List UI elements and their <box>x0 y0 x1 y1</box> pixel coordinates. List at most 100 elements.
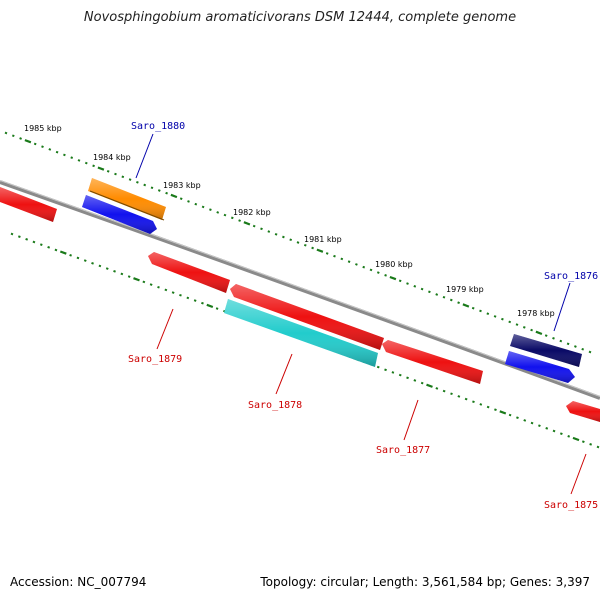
gene-arrow-navy[interactable] <box>510 334 582 367</box>
scale-tick-minor <box>384 368 387 372</box>
scale-tick-minor <box>25 237 29 241</box>
scale-tick-minor <box>552 429 556 433</box>
scale-tick-minor <box>589 443 593 446</box>
scale-tick-minor <box>106 169 110 173</box>
gene-arrow-red-2[interactable] <box>230 284 384 350</box>
scale-tick-minor <box>479 309 482 313</box>
scale-tick-minor <box>76 256 80 260</box>
scale-tick-major <box>426 383 433 388</box>
scale-tick-minor <box>501 317 504 321</box>
scale-tick-minor <box>559 432 563 436</box>
gene-arrow-blue-1[interactable] <box>82 195 157 234</box>
scale-tick-minor <box>516 416 519 420</box>
scale-tick-minor <box>91 261 94 265</box>
leader-saro-1875 <box>570 453 587 495</box>
scale-tick-minor <box>10 232 14 236</box>
scale-tick-minor <box>538 424 541 428</box>
gene-arrow-orange[interactable] <box>88 178 166 221</box>
scale-tick-minor <box>136 180 139 184</box>
scale-tick-minor <box>442 295 446 299</box>
scale-tick-minor <box>376 365 380 369</box>
scale-tick-minor <box>435 387 439 390</box>
scale-tick-minor <box>201 301 204 305</box>
scale-tick-minor <box>333 254 336 258</box>
scale-tick-minor <box>544 334 548 337</box>
scale-tick-minor <box>32 240 36 244</box>
scale-tick-minor <box>201 205 205 209</box>
scale-tick-minor <box>193 299 197 302</box>
scale-tick-major <box>59 250 67 255</box>
scale-tick-minor <box>530 328 533 332</box>
scale-tick-minor <box>149 283 153 286</box>
scale-label-1983: 1983 kbp <box>163 181 201 190</box>
scale-tick-minor <box>187 200 190 203</box>
scale-tick-minor <box>274 232 278 236</box>
scale-tick-minor <box>449 298 453 302</box>
leader-saro-1878 <box>275 353 293 395</box>
gene-arrow-red-3[interactable] <box>382 340 483 384</box>
scale-tick-major <box>316 248 324 253</box>
gene-label-saro-1877[interactable]: Saro_1877 <box>376 445 430 456</box>
gene-label-saro-1880[interactable]: Saro_1880 <box>131 121 185 132</box>
scale-tick-minor <box>282 235 285 239</box>
scale-tick-minor <box>128 178 132 181</box>
scale-tick-minor <box>574 345 577 348</box>
scale-tick-minor <box>413 379 417 382</box>
scale-tick-minor <box>406 282 409 285</box>
scale-tick-minor <box>84 161 88 165</box>
scale-tick-minor <box>260 227 263 231</box>
scale-tick-minor <box>41 145 44 149</box>
scale-tick-minor <box>164 288 168 292</box>
scale-tick-minor <box>457 395 461 398</box>
scale-tick-minor <box>442 389 446 393</box>
gene-label-saro-1875[interactable]: Saro_1875 <box>544 500 598 511</box>
scale-tick-minor <box>303 243 307 247</box>
scale-tick-minor <box>230 216 234 220</box>
scale-tick-minor <box>150 186 154 190</box>
accession-text: Accession: NC_007794 <box>10 575 147 589</box>
scale-tick-minor <box>406 376 409 380</box>
scale-tick-minor <box>179 197 183 201</box>
gene-arrow-right-edge[interactable] <box>566 401 600 422</box>
scale-tick-minor <box>369 268 373 272</box>
scale-label-1979: 1979 kbp <box>446 285 484 294</box>
scale-tick-minor <box>596 445 600 449</box>
scale-tick-minor <box>238 219 241 222</box>
genome-summary-text: Topology: circular; Length: 3,561,584 bp… <box>260 575 590 589</box>
scale-tick-minor <box>215 307 219 310</box>
scale-tick-minor <box>376 271 380 274</box>
scale-tick-minor <box>472 400 475 404</box>
scale-tick-minor <box>216 211 220 214</box>
scale-tick-minor <box>311 246 314 250</box>
scale-tick-minor <box>384 274 387 277</box>
scale-tick-minor <box>165 191 168 195</box>
scale-tick-minor <box>98 264 102 268</box>
scale-tick-minor <box>83 259 87 262</box>
scale-tick-minor <box>33 142 37 146</box>
leader-saro-1879 <box>156 308 174 350</box>
gene-arrow-cyan[interactable] <box>224 299 378 367</box>
scale-tick-minor <box>48 148 52 151</box>
gene-arrow-red-1[interactable] <box>148 252 230 293</box>
scale-tick-minor <box>296 241 300 244</box>
scale-tick-minor <box>391 371 395 374</box>
gene-arrow-blue-2[interactable] <box>505 351 575 383</box>
scale-tick-minor <box>77 159 81 162</box>
gene-label-saro-1879[interactable]: Saro_1879 <box>128 354 182 365</box>
scale-tick-minor <box>508 320 512 324</box>
scale-tick-minor <box>435 293 439 296</box>
scale-tick-minor <box>54 248 58 252</box>
scale-tick-minor <box>566 342 570 346</box>
scale-tick-minor <box>55 150 59 154</box>
gene-label-saro-1876[interactable]: Saro_1876 <box>544 271 598 282</box>
scale-tick-minor <box>581 347 585 351</box>
scale-tick-minor <box>143 183 147 187</box>
scale-tick-minor <box>347 260 351 263</box>
scale-tick-minor <box>121 175 125 179</box>
scale-tick-minor <box>69 253 72 257</box>
gene-label-saro-1878[interactable]: Saro_1878 <box>248 400 302 411</box>
scale-tick-minor <box>530 421 534 425</box>
gene-arrow-left-edge[interactable] <box>0 187 57 222</box>
scale-tick-minor <box>142 280 146 284</box>
scale-tick-minor <box>194 202 198 206</box>
